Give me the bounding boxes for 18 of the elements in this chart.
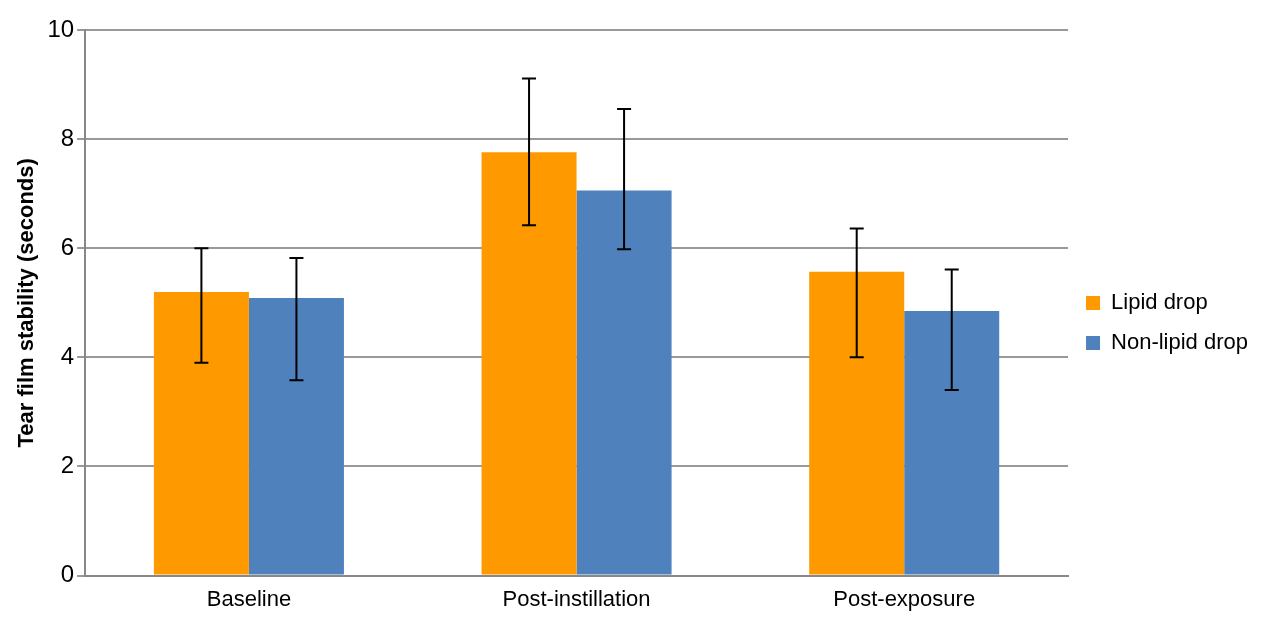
y-tick-label: 6 xyxy=(60,232,75,260)
bar xyxy=(576,190,672,575)
x-tick-label: Post-exposure xyxy=(833,585,976,611)
bar xyxy=(481,152,577,575)
y-axis-title: Tear film stability (seconds) xyxy=(13,158,39,448)
y-tick-label: 10 xyxy=(47,14,75,42)
bar xyxy=(248,297,344,575)
bar xyxy=(153,291,249,575)
legend-label: Lipid drop xyxy=(1111,289,1208,315)
y-tick-label: 2 xyxy=(60,451,75,479)
x-tick-label: Post-instillation xyxy=(502,585,651,611)
y-tick-label: 0 xyxy=(60,560,75,588)
bar xyxy=(809,271,905,575)
y-tick-label: 4 xyxy=(60,341,75,369)
legend-label: Non-lipid drop xyxy=(1111,329,1249,355)
x-tick-label: Baseline xyxy=(206,585,292,611)
y-tick-label: 8 xyxy=(60,123,75,151)
bar xyxy=(904,310,1000,575)
